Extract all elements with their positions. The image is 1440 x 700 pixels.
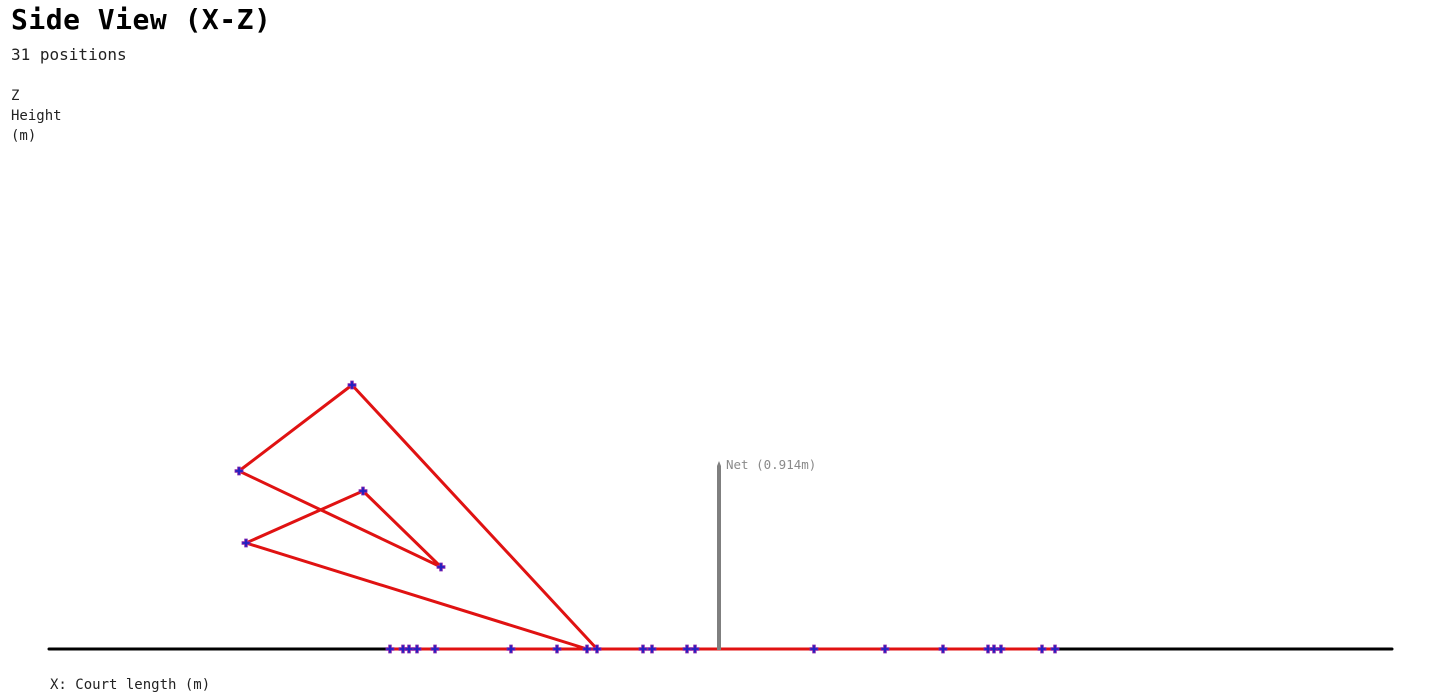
trajectory-point-marker [385, 644, 395, 654]
trajectory-point-marker [996, 644, 1006, 654]
trajectory-point-marker [938, 644, 948, 654]
trajectory-point-marker [647, 644, 657, 654]
trajectory-point-marker [436, 562, 446, 572]
trajectory-point-marker [1050, 644, 1060, 654]
trajectory-point-marker [690, 644, 700, 654]
net-tip [717, 461, 721, 466]
x-axis-label: X: Court length (m) [50, 677, 211, 693]
trajectory-point-marker [404, 644, 414, 654]
y-axis-label-line1: Z [11, 88, 20, 104]
trajectory-air-path [237, 383, 599, 651]
net-label: Net (0.914m) [726, 457, 817, 472]
trajectory-point-marker [234, 466, 244, 476]
trajectory-point-marker [682, 644, 692, 654]
trajectory-point-marker [506, 644, 516, 654]
trajectory-point-marker [358, 486, 368, 496]
trajectory-point-marker [638, 644, 648, 654]
y-axis-label-line2: Height [11, 108, 62, 124]
trajectory-point-marker [989, 644, 999, 654]
trajectory-point-marker [412, 644, 422, 654]
positions-count-subtitle: 31 positions [11, 45, 127, 64]
page-title: Side View (X-Z) [11, 3, 272, 36]
trajectory-point-marker [880, 644, 890, 654]
trajectory-point-marker [983, 644, 993, 654]
trajectory-point-marker [552, 644, 562, 654]
trajectory-point-marker [241, 538, 251, 548]
trajectory-point-marker [809, 644, 819, 654]
trajectory-point-marker [398, 644, 408, 654]
trajectory-point-marker [1037, 644, 1047, 654]
trajectory-point-marker [592, 644, 602, 654]
y-axis-label-line3: (m) [11, 128, 37, 144]
trajectory-point-marker [347, 380, 357, 390]
y-axis-label: Z Height (m) [11, 86, 62, 146]
trajectory-point-marker [430, 644, 440, 654]
trajectory-point-marker [582, 644, 592, 654]
